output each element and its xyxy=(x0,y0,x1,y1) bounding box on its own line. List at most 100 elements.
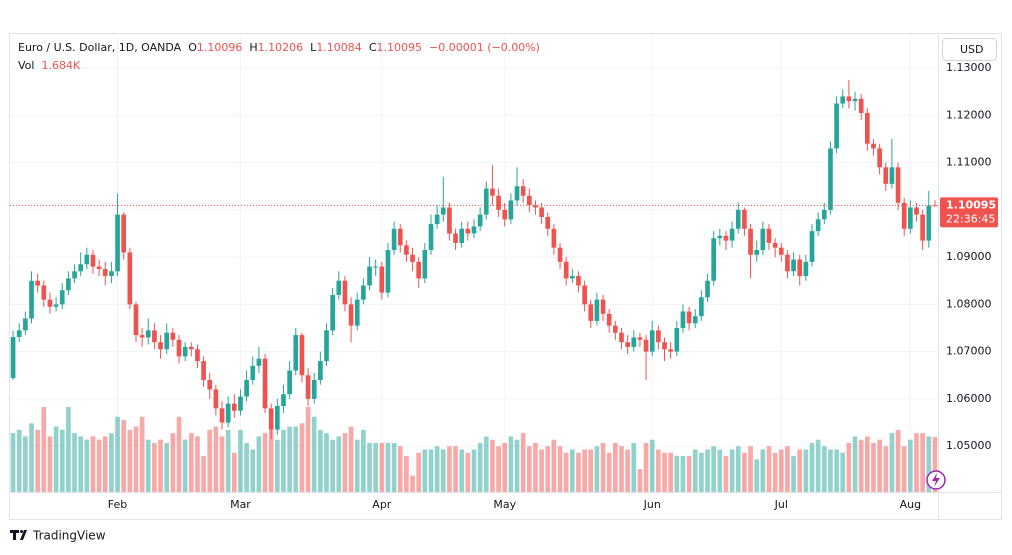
volume-bar xyxy=(791,456,796,492)
candle-body xyxy=(705,280,710,298)
volume-bar xyxy=(932,436,938,492)
candle-body xyxy=(275,405,280,430)
candle-body xyxy=(219,408,225,423)
candle-body xyxy=(428,224,434,251)
candle-body xyxy=(600,299,606,314)
last-price-tag xyxy=(940,197,998,228)
volume-bar xyxy=(367,442,372,492)
volume-bar xyxy=(877,439,882,492)
candle-body xyxy=(520,186,526,196)
volume-bar xyxy=(41,407,47,492)
volume-bar xyxy=(287,426,292,492)
candle-body xyxy=(164,332,170,350)
candle-body xyxy=(324,330,329,362)
candle-body xyxy=(195,349,200,362)
x-tick-label: Jul xyxy=(774,498,788,511)
volume-bar xyxy=(342,433,348,492)
volume-bar xyxy=(244,442,249,492)
candle-body xyxy=(102,268,108,277)
volume-bar xyxy=(35,429,40,492)
candle-body xyxy=(72,271,77,279)
volume-bar xyxy=(170,433,176,492)
candle-body xyxy=(109,271,114,277)
candle-body xyxy=(90,254,96,267)
candle-body xyxy=(281,394,286,406)
volume-bar xyxy=(428,449,434,492)
volume-bar xyxy=(557,446,563,492)
candle-body xyxy=(717,235,723,239)
last-price-label: 1.10095 xyxy=(946,198,996,211)
volume-bar xyxy=(797,449,803,492)
candle-body xyxy=(637,337,643,340)
candle-body xyxy=(201,361,206,380)
candle-body xyxy=(47,299,53,307)
candle-body xyxy=(656,330,661,343)
candle-body xyxy=(133,304,139,336)
candle-body xyxy=(576,276,581,286)
y-tick-label: 1.09000 xyxy=(946,250,992,263)
volume-bar xyxy=(434,446,440,492)
volume-bar xyxy=(231,452,237,492)
x-tick-label: Aug xyxy=(900,498,921,511)
candle-body xyxy=(846,96,852,102)
volume-bar xyxy=(133,426,139,492)
volume-bar xyxy=(748,446,753,492)
volume-bar xyxy=(152,442,157,492)
volume-bar xyxy=(539,449,544,492)
candle-body xyxy=(791,259,796,272)
candle-body xyxy=(680,311,686,329)
candle-body xyxy=(84,254,90,265)
legend: Euro / U.S. Dollar, 1D, OANDA O1.10096 H… xyxy=(18,41,540,77)
currency-label[interactable]: USD xyxy=(960,43,984,56)
volume-bar xyxy=(643,442,649,492)
candle-body xyxy=(815,219,821,232)
volume-bar xyxy=(459,449,465,492)
volume-bar xyxy=(59,429,65,492)
y-tick-label: 1.07000 xyxy=(946,345,992,358)
candle-body xyxy=(182,346,188,357)
x-tick-label: Apr xyxy=(372,498,392,511)
volume-bar xyxy=(514,439,520,492)
candle-body xyxy=(78,264,84,272)
volume-bar xyxy=(594,446,600,492)
countdown-label: 22:36:45 xyxy=(946,212,995,225)
legend-main: Euro / U.S. Dollar, 1D, OANDA O1.10096 H… xyxy=(18,41,540,59)
volume-bar xyxy=(447,446,452,492)
candle-body xyxy=(502,209,508,220)
ohlc-prefix: L xyxy=(310,41,317,54)
volume-bar xyxy=(692,449,698,492)
volume-bar xyxy=(526,446,532,492)
volume-bar xyxy=(490,439,495,492)
volume-bar xyxy=(606,452,612,492)
volume-bar xyxy=(668,452,673,492)
volume-bar xyxy=(145,439,151,492)
candle-body xyxy=(883,167,889,184)
volume-bar xyxy=(760,449,766,492)
volume-bar xyxy=(195,436,200,492)
candle-body xyxy=(533,205,538,208)
volume-bar xyxy=(772,452,778,492)
volume-bar xyxy=(47,436,53,492)
ohlc-value: 1.10095 xyxy=(376,41,423,54)
volume-bar xyxy=(483,436,489,492)
volume-bar xyxy=(785,446,790,492)
candle-body xyxy=(158,342,163,350)
currency-button[interactable] xyxy=(942,38,997,61)
chart-frame xyxy=(9,33,1002,520)
candle-body xyxy=(514,186,520,201)
candle-body xyxy=(821,209,827,220)
volume-bar xyxy=(121,420,127,492)
volume-title: Vol xyxy=(18,59,35,72)
candle-body xyxy=(299,335,305,376)
legend-volume: Vol 1.684K xyxy=(18,59,540,77)
candle-body xyxy=(803,261,809,277)
volume-bar xyxy=(582,449,587,492)
candle-body xyxy=(244,379,249,397)
volume-bar xyxy=(262,433,268,492)
volume-bar xyxy=(496,446,501,492)
ohlc-value: 1.10206 xyxy=(257,41,304,54)
candle-body xyxy=(785,254,790,272)
candle-body xyxy=(397,228,403,246)
